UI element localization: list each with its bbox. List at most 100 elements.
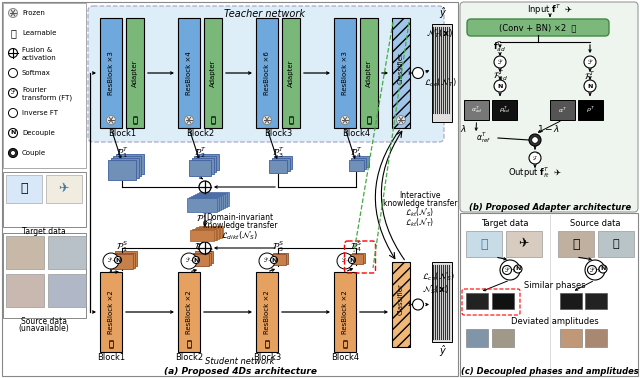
FancyBboxPatch shape	[199, 226, 223, 237]
FancyBboxPatch shape	[506, 231, 542, 257]
FancyBboxPatch shape	[560, 329, 582, 347]
Text: Interactive: Interactive	[399, 191, 441, 200]
Circle shape	[107, 117, 115, 125]
FancyBboxPatch shape	[193, 229, 217, 240]
Text: +: +	[189, 259, 195, 263]
Text: Block2: Block2	[186, 130, 214, 138]
Text: ŷ: ŷ	[439, 8, 445, 19]
Text: 🚗: 🚗	[612, 239, 620, 249]
FancyBboxPatch shape	[467, 19, 609, 36]
Text: Decouple: Decouple	[22, 130, 55, 136]
Circle shape	[184, 116, 193, 124]
FancyBboxPatch shape	[193, 195, 223, 209]
Text: Block3: Block3	[253, 353, 281, 363]
FancyBboxPatch shape	[115, 251, 137, 266]
Circle shape	[199, 242, 211, 254]
Text: ⏰: ⏰	[20, 183, 28, 195]
Circle shape	[585, 260, 605, 280]
Circle shape	[529, 152, 541, 164]
Text: $\mathcal{L}_{kt}(\mathcal{N}_S)$: $\mathcal{L}_{kt}(\mathcal{N}_S)$	[405, 207, 435, 219]
Circle shape	[340, 116, 349, 124]
Text: knowledge transfer: knowledge transfer	[203, 222, 277, 231]
Circle shape	[349, 257, 355, 263]
Text: Softmax: Softmax	[22, 70, 51, 76]
Text: $\mathcal{P}_4^T$: $\mathcal{P}_4^T$	[350, 146, 362, 161]
FancyBboxPatch shape	[558, 231, 594, 257]
Text: ℱ: ℱ	[264, 259, 268, 263]
Text: ℱ: ℱ	[589, 268, 595, 273]
FancyBboxPatch shape	[100, 18, 122, 128]
Text: ℱ: ℱ	[342, 259, 346, 263]
Text: $\mathcal{P}_{act}^S$: $\mathcal{P}_{act}^S$	[196, 240, 214, 256]
Text: Classifier: Classifier	[398, 52, 404, 84]
FancyBboxPatch shape	[194, 156, 216, 172]
FancyBboxPatch shape	[392, 18, 410, 128]
FancyBboxPatch shape	[492, 100, 517, 120]
Text: 🔥: 🔥	[211, 116, 216, 124]
Text: 🔥: 🔥	[264, 341, 269, 350]
Text: N: N	[193, 257, 198, 262]
FancyBboxPatch shape	[189, 160, 211, 176]
Text: 🔥: 🔥	[186, 341, 191, 350]
FancyBboxPatch shape	[6, 175, 42, 203]
Text: Block4: Block4	[331, 353, 359, 363]
Circle shape	[494, 80, 506, 92]
Text: $\alpha_{ref}^T$: $\alpha_{ref}^T$	[476, 130, 491, 146]
Circle shape	[532, 137, 538, 143]
Circle shape	[8, 108, 17, 118]
Text: Adapter: Adapter	[288, 59, 294, 87]
Text: ℱ: ℱ	[186, 259, 190, 263]
Text: knowledge transfer: knowledge transfer	[383, 198, 457, 208]
Text: Fusion &: Fusion &	[22, 46, 52, 53]
FancyBboxPatch shape	[598, 231, 634, 257]
Text: ℱ: ℱ	[504, 268, 509, 273]
Text: Target data: Target data	[22, 226, 66, 235]
Text: Adapter: Adapter	[366, 59, 372, 87]
Text: Teacher network: Teacher network	[225, 9, 305, 19]
Text: $\mathcal{P}_1^T$: $\mathcal{P}_1^T$	[116, 146, 128, 161]
Text: $\mathcal{P}_2^S$: $\mathcal{P}_2^S$	[194, 240, 206, 254]
Circle shape	[262, 116, 271, 124]
Circle shape	[103, 253, 119, 269]
FancyBboxPatch shape	[353, 156, 369, 167]
Text: 🔥: 🔥	[186, 339, 191, 349]
Text: N: N	[10, 130, 16, 135]
FancyBboxPatch shape	[392, 262, 410, 347]
FancyBboxPatch shape	[113, 253, 135, 268]
Text: 🔥: 🔥	[132, 116, 138, 124]
FancyBboxPatch shape	[198, 226, 221, 237]
FancyBboxPatch shape	[204, 18, 222, 128]
Text: Learnable: Learnable	[22, 30, 56, 36]
Text: $\mathcal{P}_{act}^T$: $\mathcal{P}_{act}^T$	[196, 212, 214, 226]
FancyBboxPatch shape	[199, 192, 229, 206]
Text: Student network: Student network	[205, 358, 275, 367]
Text: ResBlock ×3: ResBlock ×3	[342, 51, 348, 95]
Text: Source data: Source data	[570, 218, 620, 228]
Text: (Conv + BN) ×2  🔥: (Conv + BN) ×2 🔥	[499, 23, 577, 32]
Text: +: +	[268, 259, 273, 263]
Text: Block1: Block1	[108, 130, 136, 138]
FancyBboxPatch shape	[111, 254, 133, 269]
Text: $\mathcal{L}_{ce}(\mathcal{N}_S)$: $\mathcal{L}_{ce}(\mathcal{N}_S)$	[422, 271, 455, 283]
Text: Classifier: Classifier	[398, 284, 404, 315]
Text: $\mathcal{L}_{kt}(\mathcal{N}_T)$: $\mathcal{L}_{kt}(\mathcal{N}_T)$	[406, 217, 435, 229]
FancyBboxPatch shape	[193, 253, 211, 265]
Text: $\alpha^T$: $\alpha^T$	[558, 105, 567, 115]
Text: ✈: ✈	[59, 183, 69, 195]
Text: +: +	[346, 259, 350, 263]
FancyBboxPatch shape	[334, 272, 356, 352]
FancyBboxPatch shape	[111, 158, 138, 178]
FancyBboxPatch shape	[578, 100, 603, 120]
Circle shape	[263, 117, 271, 125]
Circle shape	[8, 88, 17, 98]
Circle shape	[584, 80, 596, 92]
FancyBboxPatch shape	[560, 293, 582, 309]
Text: $\mathcal{L}_{dikt}(\mathcal{N}_S)$: $\mathcal{L}_{dikt}(\mathcal{N}_S)$	[221, 230, 259, 242]
Circle shape	[494, 56, 506, 68]
FancyBboxPatch shape	[197, 193, 227, 207]
FancyBboxPatch shape	[191, 158, 214, 174]
FancyBboxPatch shape	[196, 227, 220, 238]
Text: 🔥: 🔥	[10, 28, 16, 38]
Text: Input $\mathbf{f}^T$  ✈: Input $\mathbf{f}^T$ ✈	[527, 3, 573, 17]
Text: $\mathcal{P}_4^S$: $\mathcal{P}_4^S$	[350, 240, 362, 254]
